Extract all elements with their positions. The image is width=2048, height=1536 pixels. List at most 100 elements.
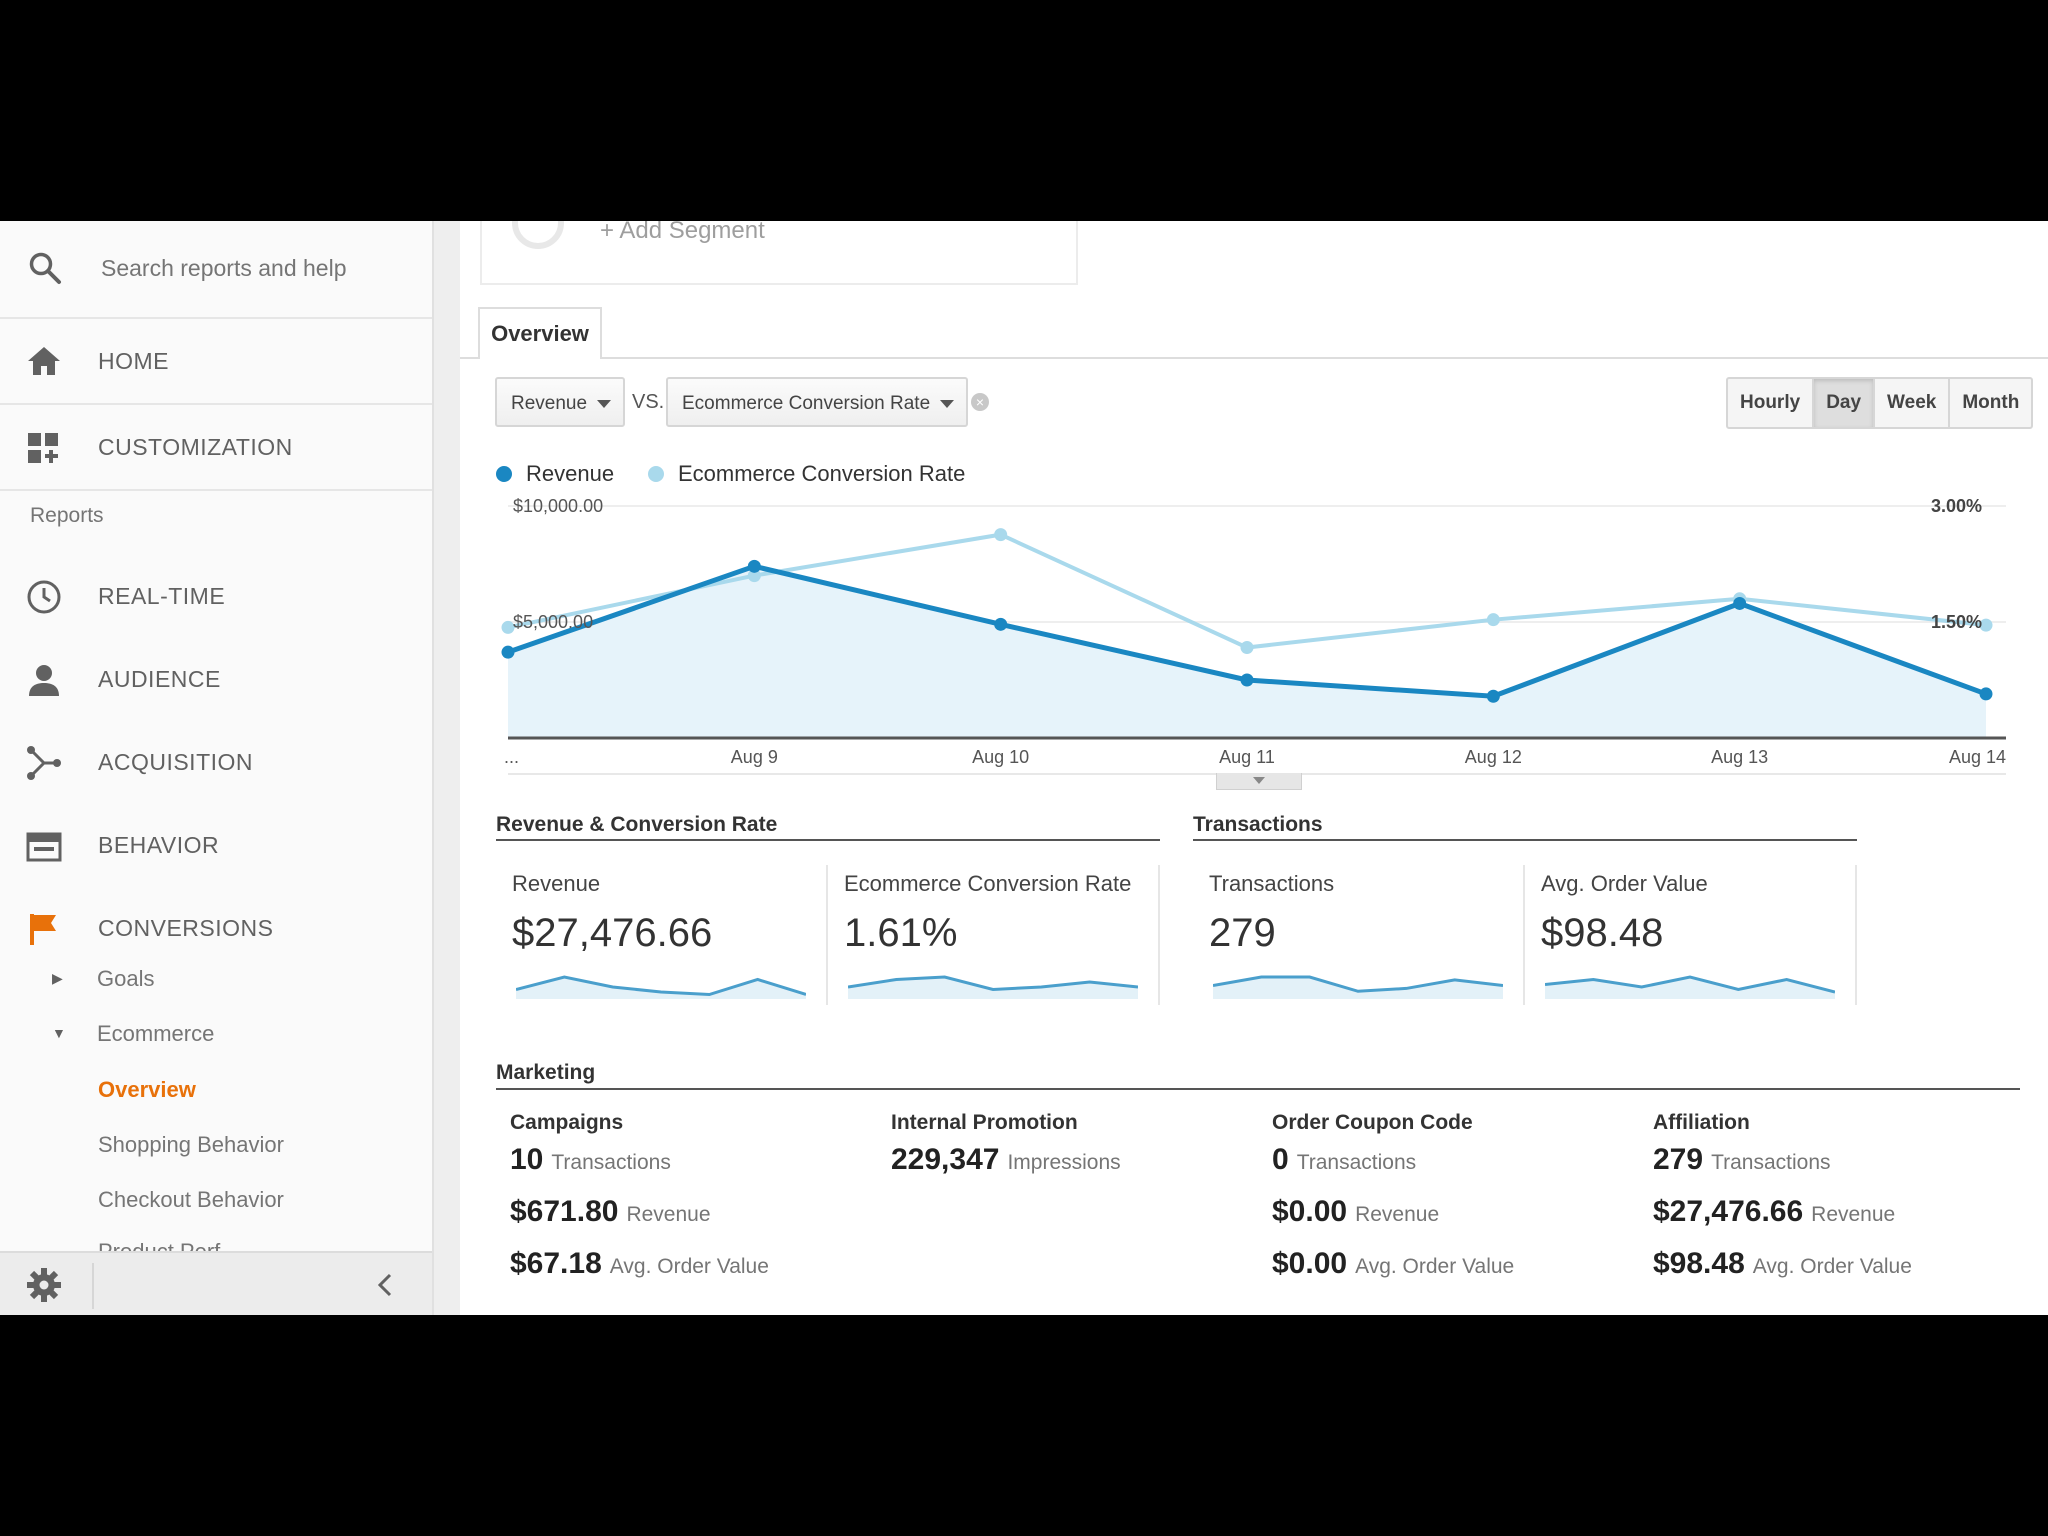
y-right-tick-label: 3.00% <box>1931 496 1982 516</box>
y-right-tick-label: 1.50% <box>1931 612 1982 632</box>
gear-icon[interactable] <box>26 1267 62 1308</box>
segment-bar[interactable]: + Add Segment <box>480 221 1078 285</box>
kpi-card-conversion-rate[interactable]: Ecommerce Conversion Rate 1.61% <box>828 865 1160 1005</box>
sparkline-area <box>1213 977 1503 999</box>
search-box[interactable]: Search reports and help <box>0 221 432 319</box>
sparkline <box>1545 975 1835 999</box>
metric2-dropdown[interactable]: Ecommerce Conversion Rate <box>666 377 968 427</box>
vs-label: VS. <box>632 391 665 413</box>
revenue-area <box>508 566 1986 738</box>
chart-resize-handle[interactable] <box>1216 773 1302 790</box>
conversion-point <box>501 620 515 634</box>
clear-comparison-icon[interactable]: × <box>971 393 989 411</box>
metric2-value: Ecommerce Conversion Rate <box>682 393 931 414</box>
sidebar-item-realtime[interactable]: REAL-TIME <box>0 566 432 626</box>
caret-right-icon[interactable]: ▶ <box>52 970 63 986</box>
dropdown-arrow-icon <box>597 400 611 408</box>
sidebar-item-acquisition[interactable]: ACQUISITION <box>0 732 432 792</box>
home-icon <box>26 345 62 382</box>
sidebar-item-label: CUSTOMIZATION <box>98 434 293 460</box>
marketing-column-heading: Campaigns <box>510 1111 624 1134</box>
sidebar-item-audience[interactable]: AUDIENCE <box>0 649 432 709</box>
sidebar-item-behavior[interactable]: BEHAVIOR <box>0 815 432 875</box>
marketing-internal-promotion: Internal Promotion 229,347 Impressions <box>891 1111 1271 1187</box>
x-tick-label: Aug 9 <box>731 747 778 767</box>
day-button[interactable]: Day <box>1814 379 1876 427</box>
analytics-window: Search reports and help HOME CUSTOMIZATI… <box>0 221 2048 1315</box>
flag-icon <box>26 911 62 952</box>
marketing-order-coupon-code: Order Coupon Code 0 Transactions $0.00 Rev… <box>1272 1111 1652 1291</box>
marketing-metric[interactable]: $98.48 Avg. Order Value <box>1653 1247 2033 1291</box>
marketing-metric[interactable]: 10 Transactions <box>510 1143 890 1187</box>
section-underline <box>496 1088 2020 1090</box>
revenue-section-title: Revenue & Conversion Rate <box>496 813 778 836</box>
sidebar-item-conversions[interactable]: CONVERSIONS <box>0 898 432 958</box>
y-left-tick-label: $5,000.00 <box>513 612 593 632</box>
sidebar-item-label: HOME <box>98 348 169 374</box>
dashboard-add-icon <box>26 431 60 470</box>
sidebar: Search reports and help HOME CUSTOMIZATI… <box>0 221 434 1315</box>
kpi-card-avg-order-value[interactable]: Avg. Order Value $98.48 <box>1525 865 1857 1005</box>
metric-unit: Impressions <box>1007 1151 1121 1174</box>
person-icon <box>26 662 62 703</box>
search-icon <box>28 251 62 290</box>
legend-revenue: Revenue <box>496 461 614 487</box>
tab-underline <box>460 357 2048 359</box>
sparkline <box>1213 975 1503 999</box>
metric-unit: Transactions <box>1296 1151 1417 1174</box>
sidebar-item-checkout-behavior[interactable]: Checkout Behavior <box>98 1187 284 1212</box>
marketing-metric[interactable]: $0.00 Avg. Order Value <box>1272 1247 1652 1291</box>
metric-value: 10 <box>510 1143 544 1176</box>
metric-value: 279 <box>1653 1143 1704 1176</box>
x-tick-label: Aug 10 <box>972 747 1029 767</box>
transactions-section-title: Transactions <box>1193 813 1323 836</box>
x-tick-label: ... <box>504 747 519 767</box>
sidebar-item-overview[interactable]: Overview <box>98 1077 196 1102</box>
metric-unit: Avg. Order Value <box>609 1255 769 1278</box>
marketing-metric[interactable]: $671.80 Revenue <box>510 1195 890 1239</box>
metric-unit: Transactions <box>551 1151 671 1174</box>
sidebar-item-label: ACQUISITION <box>98 749 254 775</box>
legend-label: Ecommerce Conversion Rate <box>678 461 966 486</box>
caret-down-icon[interactable]: ▼ <box>52 1025 66 1041</box>
kpi-label: Revenue <box>512 871 601 896</box>
legend-dot <box>648 466 664 482</box>
sidebar-item-home[interactable]: HOME <box>0 319 432 405</box>
sidebar-item-customization[interactable]: CUSTOMIZATION <box>0 405 432 491</box>
kpi-label: Avg. Order Value <box>1541 871 1708 896</box>
sidebar-item-shopping-behavior[interactable]: Shopping Behavior <box>98 1132 284 1157</box>
metric-value: $0.00 <box>1272 1195 1348 1228</box>
add-segment-button[interactable]: + Add Segment <box>600 221 765 244</box>
sparkline <box>516 975 806 999</box>
marketing-metric[interactable]: $27,476.66 Revenue <box>1653 1195 2033 1239</box>
week-button[interactable]: Week <box>1875 379 1951 427</box>
sidebar-footer <box>0 1251 432 1315</box>
dropdown-arrow-icon <box>940 400 954 408</box>
revenue-point <box>1486 689 1500 703</box>
marketing-metric[interactable]: $0.00 Revenue <box>1272 1195 1652 1239</box>
sidebar-item-ecommerce[interactable]: Ecommerce <box>97 1021 215 1046</box>
kpi-card-revenue[interactable]: Revenue $27,476.66 <box>496 865 828 1005</box>
marketing-column-heading: Internal Promotion <box>891 1111 1078 1134</box>
legend-dot <box>496 466 512 482</box>
marketing-metric[interactable]: 279 Transactions <box>1653 1143 2033 1187</box>
marketing-metric[interactable]: $67.18 Avg. Order Value <box>510 1247 890 1291</box>
kpi-card-transactions[interactable]: Transactions 279 <box>1193 865 1525 1005</box>
tab-overview[interactable]: Overview <box>478 307 602 359</box>
metric1-value: Revenue <box>511 393 588 414</box>
collapse-chevron-icon[interactable] <box>374 1271 398 1304</box>
search-input[interactable]: Search reports and help <box>101 255 347 281</box>
reports-heading: Reports <box>30 504 104 527</box>
metric-value: $67.18 <box>510 1247 602 1280</box>
marketing-metric[interactable]: 229,347 Impressions <box>891 1143 1271 1187</box>
conversion-point <box>994 528 1008 542</box>
segment-circle-icon <box>512 221 564 249</box>
kpi-value: 1.61% <box>844 911 958 955</box>
month-button[interactable]: Month <box>1962 392 2020 413</box>
marketing-metric[interactable]: 0 Transactions <box>1272 1143 1652 1187</box>
revenue-point <box>1733 596 1747 610</box>
legend-conversion: Ecommerce Conversion Rate <box>648 461 965 487</box>
sidebar-item-goals[interactable]: Goals <box>97 966 155 991</box>
metric1-dropdown[interactable]: Revenue <box>495 377 625 427</box>
hourly-button[interactable]: Hourly <box>1728 379 1815 427</box>
